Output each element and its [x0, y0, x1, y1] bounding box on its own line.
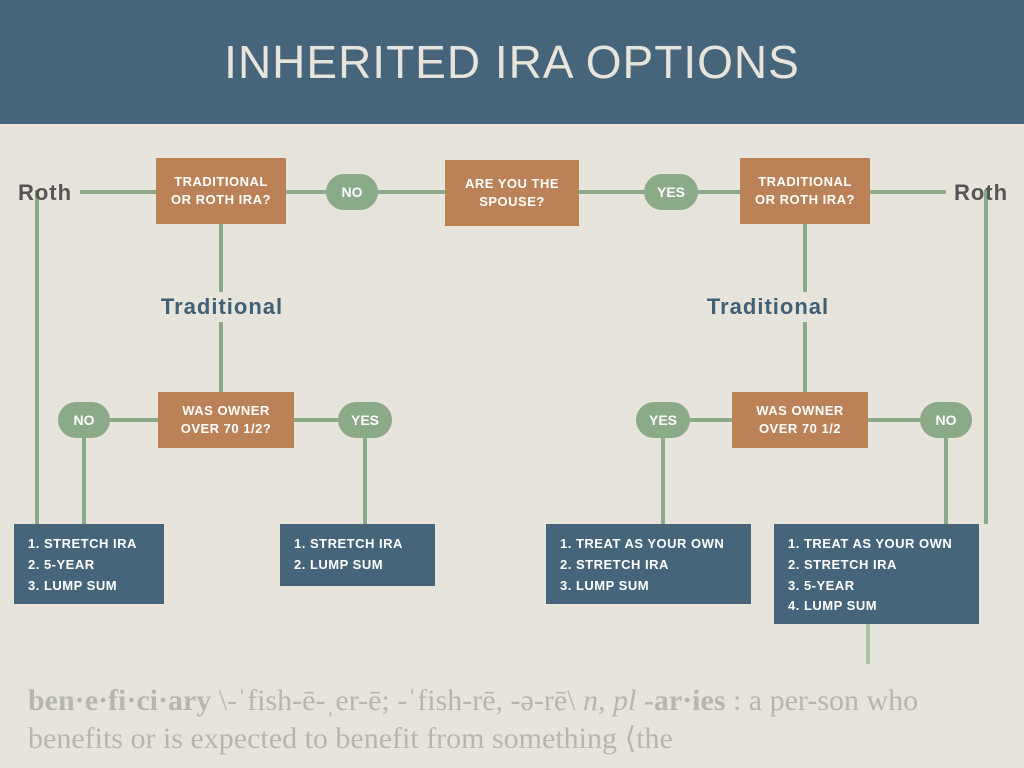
branch-label: Roth [946, 178, 1016, 208]
definition-footer: ben·e·fi·ci·ary \-ˈfish-ē-ˌer-ē; -ˈfish-… [0, 664, 1024, 768]
decision-chip-yes: YES [338, 402, 392, 438]
header: INHERITED IRA OPTIONS [0, 0, 1024, 124]
question-box: TRADITIONAL OR ROTH IRA? [740, 158, 870, 224]
result-box: 1. TREAT AS YOUR OWN 2. STRETCH IRA 3. 5… [774, 524, 979, 624]
edge [984, 190, 988, 524]
definition-word: ben·e·fi·ci·ary [28, 684, 211, 717]
result-box: 1. STRETCH IRA 2. 5-YEAR 3. LUMP SUM [14, 524, 164, 604]
edge [944, 438, 948, 524]
question-box: WAS OWNER OVER 70 1/2? [158, 392, 294, 448]
branch-label: Traditional [688, 292, 848, 322]
result-box: 1. STRETCH IRA 2. LUMP SUM [280, 524, 435, 586]
edge [698, 190, 740, 194]
result-box: 1. TREAT AS YOUR OWN 2. STRETCH IRA 3. L… [546, 524, 751, 604]
decision-chip-yes: YES [636, 402, 690, 438]
decision-chip-yes: YES [644, 174, 698, 210]
edge [866, 624, 870, 664]
edge [690, 418, 732, 422]
edge [82, 438, 86, 524]
edge [286, 190, 326, 194]
page-title: INHERITED IRA OPTIONS [224, 35, 800, 89]
edge [579, 190, 644, 194]
edge [661, 438, 665, 524]
edge [803, 322, 807, 392]
decision-chip-no: NO [920, 402, 972, 438]
edge [219, 322, 223, 392]
edge [363, 438, 367, 524]
edge [294, 418, 338, 422]
definition-pron: \-ˈfish-ē-ˌer-ē; -ˈfish-rē, -ə-rē\ [211, 684, 583, 717]
definition-pos: n, pl [583, 684, 644, 717]
edge [80, 190, 156, 194]
edge [219, 224, 223, 292]
edge [35, 190, 39, 524]
question-box: TRADITIONAL OR ROTH IRA? [156, 158, 286, 224]
branch-label: Roth [10, 178, 80, 208]
definition-plural: -ar·ies [644, 684, 726, 717]
decision-chip-no: NO [58, 402, 110, 438]
edge [803, 224, 807, 292]
edge [868, 418, 920, 422]
edge [110, 418, 158, 422]
edge [870, 190, 946, 194]
branch-label: Traditional [142, 292, 302, 322]
decision-chip-no: NO [326, 174, 378, 210]
edge [378, 190, 445, 194]
question-box: ARE YOU THE SPOUSE? [445, 160, 579, 226]
question-box: WAS OWNER OVER 70 1/2 [732, 392, 868, 448]
flowchart-canvas: ARE YOU THE SPOUSE? NO YES TRADITIONAL OR R… [0, 124, 1024, 664]
